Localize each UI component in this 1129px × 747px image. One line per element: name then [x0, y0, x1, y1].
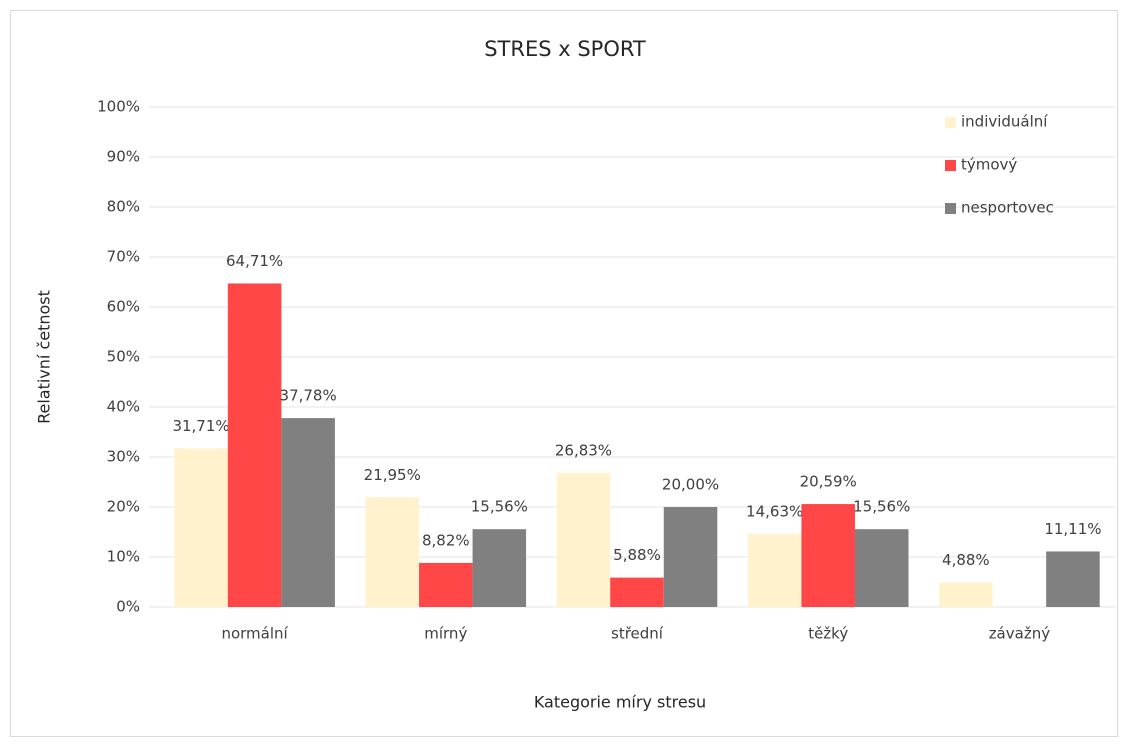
- data-label: 15,56%: [471, 498, 528, 516]
- data-label: 26,83%: [555, 441, 612, 459]
- y-tick-label: 0%: [116, 598, 140, 616]
- data-label: 37,78%: [280, 387, 337, 405]
- y-tick-label: 100%: [97, 98, 140, 116]
- data-label: 15,56%: [853, 498, 910, 516]
- legend-swatch: [945, 117, 956, 128]
- y-tick-label: 30%: [107, 448, 140, 466]
- bar: [1046, 551, 1100, 607]
- data-label: 8,82%: [422, 531, 470, 549]
- x-axis-label: Kategorie míry stresu: [534, 693, 706, 712]
- data-label: 64,71%: [226, 252, 283, 270]
- y-tick-label: 50%: [107, 348, 140, 366]
- chart-title: STRES x SPORT: [484, 37, 646, 61]
- bar: [281, 418, 335, 607]
- bar: [801, 504, 855, 607]
- x-tick-label: střední: [611, 625, 664, 643]
- x-tick-label: mírný: [424, 625, 467, 643]
- y-tick-label: 80%: [107, 198, 140, 216]
- data-label: 11,11%: [1044, 520, 1101, 538]
- data-label: 20,59%: [800, 473, 857, 491]
- y-tick-label: 10%: [107, 548, 140, 566]
- bar: [747, 533, 802, 607]
- bar: [663, 507, 718, 607]
- data-label: 5,88%: [613, 546, 661, 564]
- legend-label: individuální: [961, 113, 1048, 131]
- legend-label: nesportovec: [961, 199, 1054, 217]
- bar: [854, 529, 909, 607]
- bar: [472, 529, 527, 607]
- bar: [939, 582, 993, 607]
- bar: [227, 283, 282, 607]
- data-label: 31,71%: [172, 417, 229, 435]
- legend-swatch: [945, 203, 956, 214]
- data-label: 4,88%: [942, 551, 990, 569]
- y-tick-label: 70%: [107, 248, 140, 266]
- data-label: 14,63%: [746, 502, 803, 520]
- y-tick-label: 40%: [107, 398, 140, 416]
- x-tick-label: závažný: [989, 625, 1051, 643]
- y-axis-label: Relativní četnost: [35, 290, 54, 424]
- y-tick-label: 20%: [107, 498, 140, 516]
- bar: [365, 497, 420, 607]
- bar: [174, 448, 228, 607]
- data-label: 20,00%: [662, 476, 719, 494]
- x-tick-label: normální: [221, 625, 288, 643]
- bar: [610, 577, 664, 607]
- bar: [556, 472, 611, 607]
- y-tick-label: 60%: [107, 298, 140, 316]
- legend-label: týmový: [961, 156, 1017, 174]
- x-tick-label: těžký: [808, 625, 848, 643]
- data-label: 21,95%: [364, 466, 421, 484]
- y-tick-label: 90%: [107, 148, 140, 166]
- chart-frame: [10, 10, 1118, 737]
- bar: [419, 562, 473, 607]
- legend-swatch: [945, 160, 956, 171]
